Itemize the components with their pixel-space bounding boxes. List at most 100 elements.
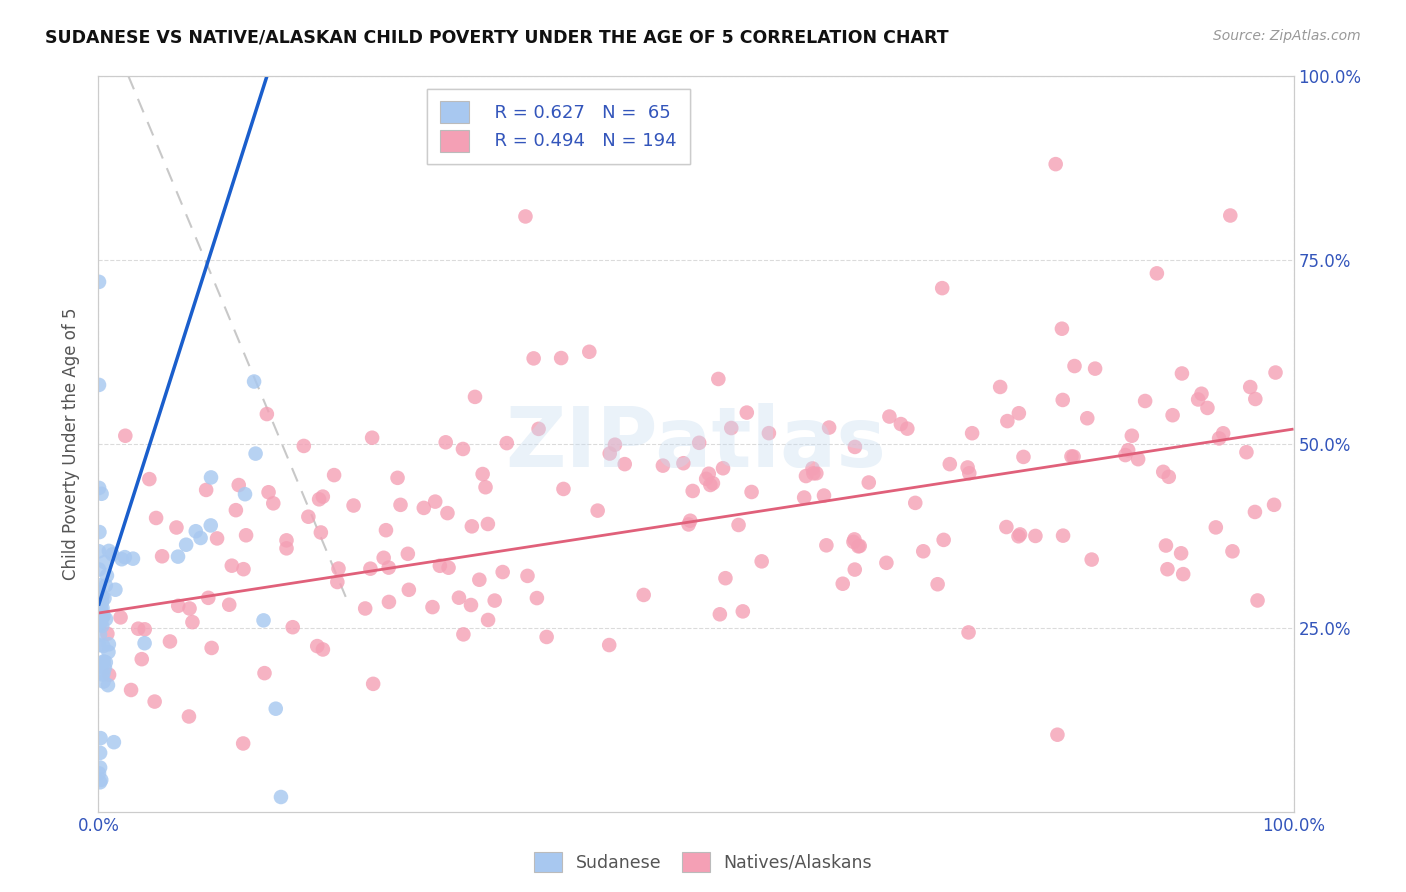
- Point: [1114, 448, 1136, 462]
- Point: [131, 652, 153, 666]
- Point: [94, 612, 117, 626]
- Point: [1222, 544, 1244, 558]
- Point: [253, 666, 276, 681]
- Point: [599, 446, 621, 460]
- Point: [89, 617, 111, 632]
- Point: [276, 533, 298, 548]
- Point: [323, 468, 346, 483]
- Point: [166, 520, 188, 534]
- Point: [1063, 450, 1085, 464]
- Point: [1219, 209, 1241, 223]
- Point: [89, 746, 111, 760]
- Point: [468, 573, 491, 587]
- Point: [197, 591, 219, 605]
- Point: [127, 622, 149, 636]
- Point: [714, 571, 737, 585]
- Point: [200, 518, 222, 533]
- Point: [1173, 567, 1195, 582]
- Point: [110, 610, 132, 624]
- Point: [97, 544, 120, 558]
- Point: [377, 560, 399, 574]
- Point: [1263, 498, 1285, 512]
- Point: [603, 438, 626, 452]
- Point: [727, 518, 749, 533]
- Point: [96, 568, 118, 582]
- Point: [89, 615, 111, 630]
- Point: [1063, 359, 1085, 373]
- Point: [447, 591, 470, 605]
- Point: [1208, 432, 1230, 446]
- Point: [927, 577, 949, 591]
- Legend:   R = 0.627   N =  65,   R = 0.494   N = 194: R = 0.627 N = 65, R = 0.494 N = 194: [427, 88, 690, 164]
- Point: [87, 275, 110, 289]
- Text: SUDANESE VS NATIVE/ALASKAN CHILD POVERTY UNDER THE AGE OF 5 CORRELATION CHART: SUDANESE VS NATIVE/ALASKAN CHILD POVERTY…: [45, 29, 949, 46]
- Point: [1154, 539, 1177, 553]
- Point: [904, 496, 927, 510]
- Point: [308, 492, 330, 507]
- Point: [1244, 505, 1267, 519]
- Point: [709, 607, 731, 622]
- Point: [523, 351, 546, 366]
- Point: [1008, 406, 1031, 420]
- Point: [174, 538, 197, 552]
- Point: [793, 491, 815, 505]
- Point: [844, 440, 866, 454]
- Point: [492, 565, 515, 579]
- Point: [94, 661, 117, 675]
- Point: [939, 457, 962, 471]
- Point: [205, 532, 228, 546]
- Point: [232, 562, 254, 576]
- Point: [688, 435, 710, 450]
- Point: [97, 637, 120, 651]
- Point: [93, 555, 115, 569]
- Point: [309, 525, 332, 540]
- Point: [342, 499, 364, 513]
- Point: [1126, 452, 1149, 467]
- Point: [425, 494, 447, 508]
- Point: [890, 417, 912, 431]
- Point: [484, 593, 506, 607]
- Point: [292, 439, 315, 453]
- Point: [460, 598, 482, 612]
- Point: [91, 589, 114, 603]
- Point: [200, 470, 222, 484]
- Point: [90, 602, 112, 616]
- Point: [190, 531, 212, 545]
- Point: [94, 655, 117, 669]
- Point: [815, 538, 838, 552]
- Point: [613, 457, 636, 471]
- Point: [87, 481, 110, 495]
- Point: [245, 447, 267, 461]
- Point: [93, 674, 115, 689]
- Point: [114, 429, 136, 443]
- Point: [87, 578, 110, 592]
- Point: [145, 511, 167, 525]
- Point: [451, 442, 474, 456]
- Point: [695, 472, 717, 486]
- Point: [474, 480, 496, 494]
- Point: [97, 678, 120, 692]
- Point: [412, 500, 434, 515]
- Point: [1045, 157, 1067, 171]
- Point: [956, 460, 979, 475]
- Point: [553, 482, 575, 496]
- Point: [741, 485, 763, 500]
- Point: [707, 372, 730, 386]
- Point: [471, 467, 494, 481]
- Point: [89, 760, 111, 774]
- Point: [988, 380, 1011, 394]
- Point: [1170, 546, 1192, 560]
- Point: [679, 514, 702, 528]
- Point: [957, 467, 980, 481]
- Point: [1121, 428, 1143, 442]
- Point: [91, 656, 114, 670]
- Y-axis label: Child Poverty Under the Age of 5: Child Poverty Under the Age of 5: [62, 308, 80, 580]
- Point: [1152, 465, 1174, 479]
- Point: [233, 487, 256, 501]
- Point: [846, 539, 869, 553]
- Point: [672, 456, 695, 470]
- Point: [243, 375, 266, 389]
- Point: [354, 601, 377, 615]
- Point: [103, 735, 125, 749]
- Point: [87, 638, 110, 652]
